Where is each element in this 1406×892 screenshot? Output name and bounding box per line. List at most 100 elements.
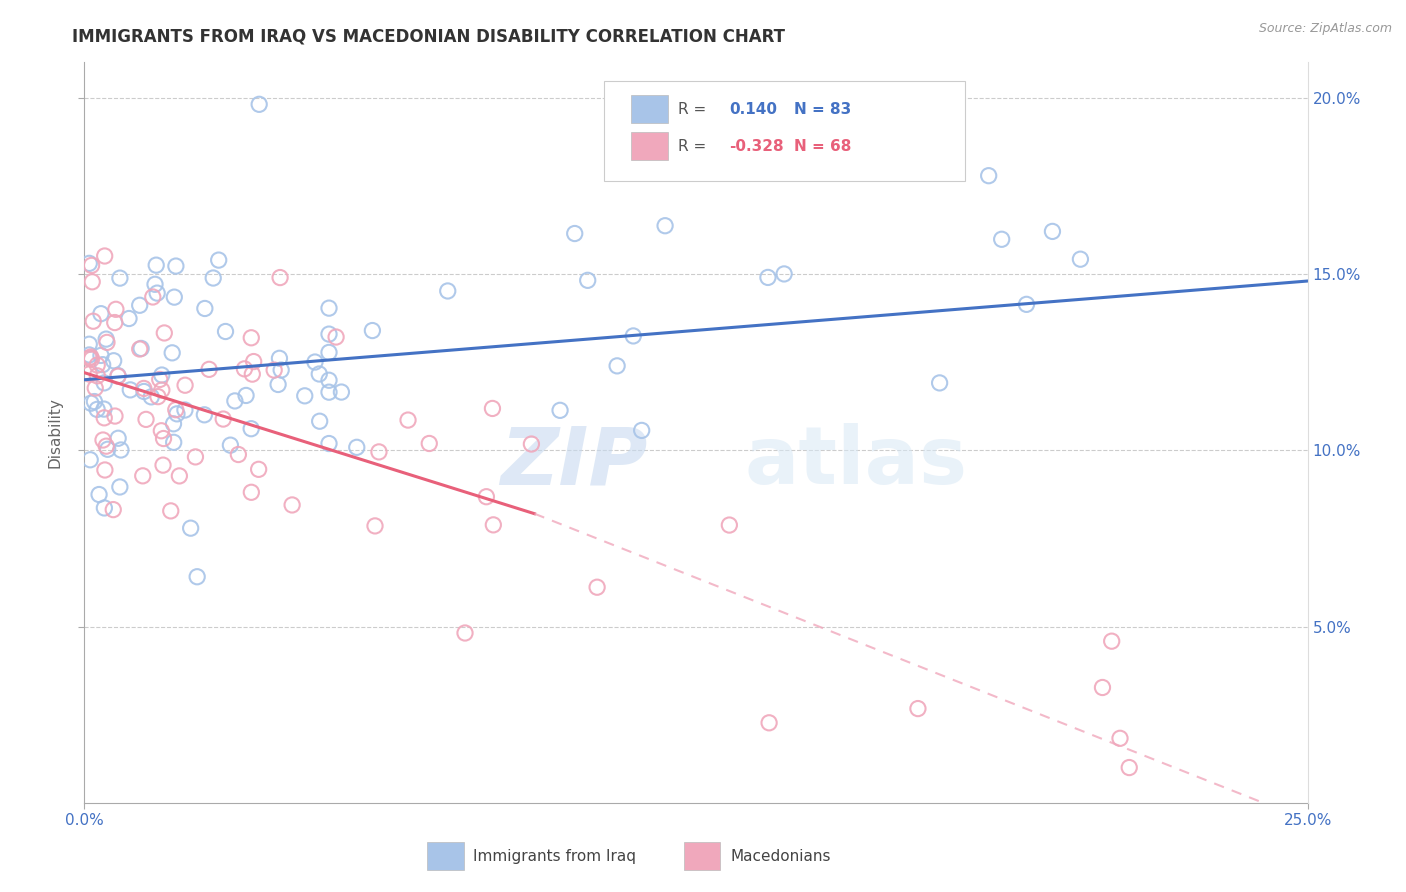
Point	[80, 350, 103, 364]
Point	[128, 342, 150, 356]
Point	[77, 256, 100, 270]
Point	[153, 326, 176, 340]
Point	[186, 570, 208, 584]
Point	[87, 487, 110, 501]
Point	[718, 518, 741, 533]
Point	[145, 258, 167, 272]
Point	[247, 462, 270, 476]
Point	[654, 219, 676, 233]
FancyBboxPatch shape	[631, 95, 668, 123]
Point	[228, 448, 250, 462]
Point	[247, 97, 270, 112]
Point	[482, 517, 505, 532]
Point	[990, 232, 1012, 246]
Point	[564, 227, 586, 241]
Point	[86, 402, 108, 417]
Point	[169, 469, 191, 483]
Point	[193, 408, 215, 422]
Point	[150, 424, 173, 438]
Text: 0.140: 0.140	[728, 102, 778, 117]
Point	[96, 335, 118, 350]
Point	[454, 626, 477, 640]
Point	[304, 355, 326, 369]
Point	[184, 450, 207, 464]
Text: Source: ZipAtlas.com: Source: ZipAtlas.com	[1258, 22, 1392, 36]
Point	[242, 354, 264, 368]
Point	[152, 432, 174, 446]
Point	[263, 363, 285, 377]
Point	[1101, 634, 1123, 648]
Text: ZIP: ZIP	[499, 423, 647, 501]
Point	[1015, 297, 1038, 311]
Point	[212, 412, 235, 426]
Point	[240, 485, 263, 500]
Text: Immigrants from Iraq: Immigrants from Iraq	[474, 848, 637, 863]
Point	[165, 402, 187, 417]
Point	[108, 271, 131, 285]
Point	[318, 327, 340, 342]
Point	[318, 301, 340, 315]
Point	[308, 367, 330, 381]
FancyBboxPatch shape	[683, 842, 720, 871]
Point	[93, 402, 115, 417]
Point	[104, 302, 127, 317]
Point	[103, 502, 125, 516]
Point	[180, 521, 202, 535]
Point	[103, 353, 125, 368]
Point	[149, 372, 172, 386]
Point	[104, 409, 127, 423]
Point	[91, 433, 114, 447]
Point	[208, 253, 231, 268]
Point	[364, 519, 387, 533]
Point	[520, 437, 543, 451]
Text: atlas: atlas	[745, 423, 967, 501]
Point	[576, 273, 599, 287]
Point	[104, 316, 127, 330]
Point	[163, 290, 186, 304]
FancyBboxPatch shape	[631, 132, 668, 161]
Point	[80, 352, 103, 367]
Text: IMMIGRANTS FROM IRAQ VS MACEDONIAN DISABILITY CORRELATION CHART: IMMIGRANTS FROM IRAQ VS MACEDONIAN DISAB…	[72, 28, 785, 45]
Point	[368, 445, 391, 459]
Point	[107, 369, 129, 384]
FancyBboxPatch shape	[427, 842, 464, 871]
Point	[146, 286, 169, 301]
Point	[418, 436, 440, 450]
FancyBboxPatch shape	[605, 81, 965, 181]
Text: -0.328: -0.328	[728, 138, 783, 153]
Point	[773, 267, 796, 281]
Point	[235, 388, 257, 402]
Point	[91, 358, 114, 372]
Point	[141, 390, 163, 404]
Point	[240, 367, 263, 381]
Point	[152, 458, 174, 472]
Point	[475, 490, 498, 504]
Point	[281, 498, 304, 512]
Point	[132, 468, 155, 483]
Point	[163, 435, 186, 450]
Point	[162, 417, 184, 431]
Point	[96, 439, 118, 453]
Point	[159, 504, 181, 518]
Point	[318, 373, 340, 387]
Point	[90, 348, 112, 362]
Point	[308, 414, 330, 428]
Point	[396, 413, 419, 427]
Point	[132, 384, 155, 399]
Point	[108, 480, 131, 494]
Point	[346, 440, 368, 454]
Point	[146, 390, 169, 404]
Point	[160, 346, 183, 360]
Point	[80, 258, 103, 272]
Point	[318, 385, 340, 400]
Point	[79, 452, 101, 467]
Point	[120, 383, 142, 397]
Point	[233, 362, 256, 376]
Point	[194, 301, 217, 316]
Point	[82, 314, 104, 328]
Point	[93, 249, 115, 263]
Point	[110, 442, 132, 457]
Point	[928, 376, 950, 390]
Point	[548, 403, 571, 417]
Point	[132, 381, 155, 395]
